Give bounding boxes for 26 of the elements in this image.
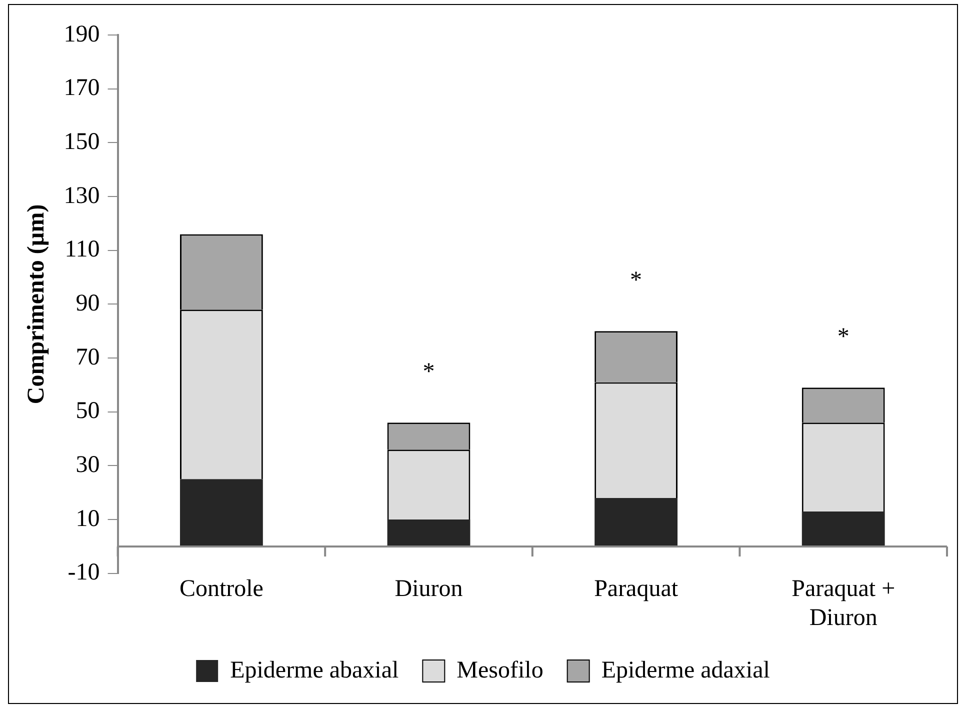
legend-label: Mesofilo — [456, 657, 544, 684]
bar — [180, 479, 263, 546]
bar — [594, 498, 678, 546]
y-tick-label: 90 — [76, 290, 100, 316]
y-tick-label: -10 — [68, 560, 100, 586]
y-tick-label: 30 — [76, 452, 100, 478]
y-tick-label: 150 — [64, 128, 100, 155]
y-tick-label: 110 — [64, 236, 100, 263]
x-tick-label: Paraquat + Diuron — [792, 576, 896, 631]
y-tick-label: 50 — [76, 398, 100, 424]
annotation: * — [837, 324, 850, 350]
bar — [802, 511, 885, 546]
x-tick-label: Controle — [179, 576, 264, 602]
y-tick-label: 10 — [76, 506, 100, 532]
y-tick-label: 190 — [64, 21, 100, 48]
x-tick-label: Paraquat — [594, 576, 678, 602]
legend-label: Epiderme abaxial — [230, 657, 399, 684]
annotation: * — [630, 267, 642, 294]
y-tick-label: 170 — [64, 75, 100, 102]
y-tick-label: 130 — [64, 182, 100, 209]
annotation: * — [422, 358, 435, 385]
legend-label: Epiderme adaxial — [601, 657, 770, 684]
bar — [387, 520, 470, 546]
y-axis-title: Comprimento (µm) — [24, 204, 50, 404]
x-tick-label: Diuron — [394, 576, 463, 602]
y-tick-label: 70 — [76, 344, 100, 370]
